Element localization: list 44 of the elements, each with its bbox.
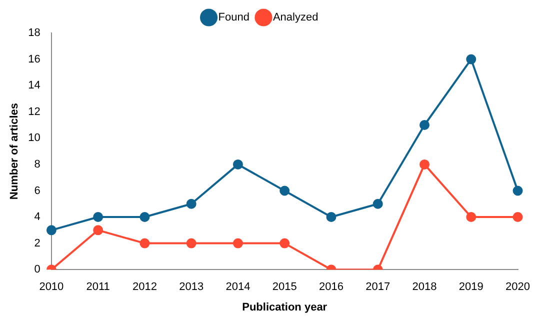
x-tick-label: 2019: [458, 281, 484, 294]
point: [186, 238, 196, 248]
x-tick-label: 2017: [366, 281, 390, 294]
x-tick-label: 2010: [39, 281, 64, 294]
point: [466, 54, 476, 64]
y-tick-label: 14: [28, 80, 40, 92]
point: [466, 212, 476, 222]
point: [280, 186, 290, 196]
point: [232, 159, 243, 170]
legend-label: Found: [218, 12, 250, 24]
x-axis-title: Publication year: [242, 301, 328, 314]
y-tick-label: 18: [28, 27, 40, 40]
point: [140, 212, 150, 222]
point: [280, 238, 290, 248]
point: [372, 198, 383, 209]
x-tick-label: 2013: [179, 281, 204, 294]
x-tick-label: 2020: [506, 281, 530, 294]
x-tick-label: 2015: [272, 281, 297, 294]
x-tick-label: 2018: [412, 281, 437, 294]
y-tick-label: 2: [34, 237, 40, 250]
point: [93, 225, 104, 236]
y-tick-label: 4: [34, 211, 40, 224]
point: [232, 238, 243, 248]
x-tick-label: 2014: [226, 281, 250, 294]
x-tick-label: 2011: [86, 281, 110, 294]
point: [512, 186, 523, 196]
point: [420, 159, 430, 170]
point: [93, 212, 104, 222]
point: [140, 238, 150, 248]
y-axis-title: Number of articles: [8, 103, 21, 200]
point: [512, 212, 523, 222]
point: [46, 225, 56, 236]
y-tick-label: 16: [28, 53, 40, 66]
point: [186, 198, 196, 209]
x-tick-label: 2012: [132, 281, 157, 294]
y-tick-label: 6: [34, 184, 40, 197]
y-tick-label: 10: [28, 132, 40, 144]
point: [326, 212, 336, 222]
y-tick-label: 8: [34, 158, 40, 170]
y-tick-label: 12: [28, 106, 40, 118]
x-tick-label: 2016: [318, 281, 344, 294]
y-tick-label: 0: [34, 264, 40, 276]
legend-label: Analyzed: [272, 12, 318, 24]
point: [420, 120, 430, 130]
